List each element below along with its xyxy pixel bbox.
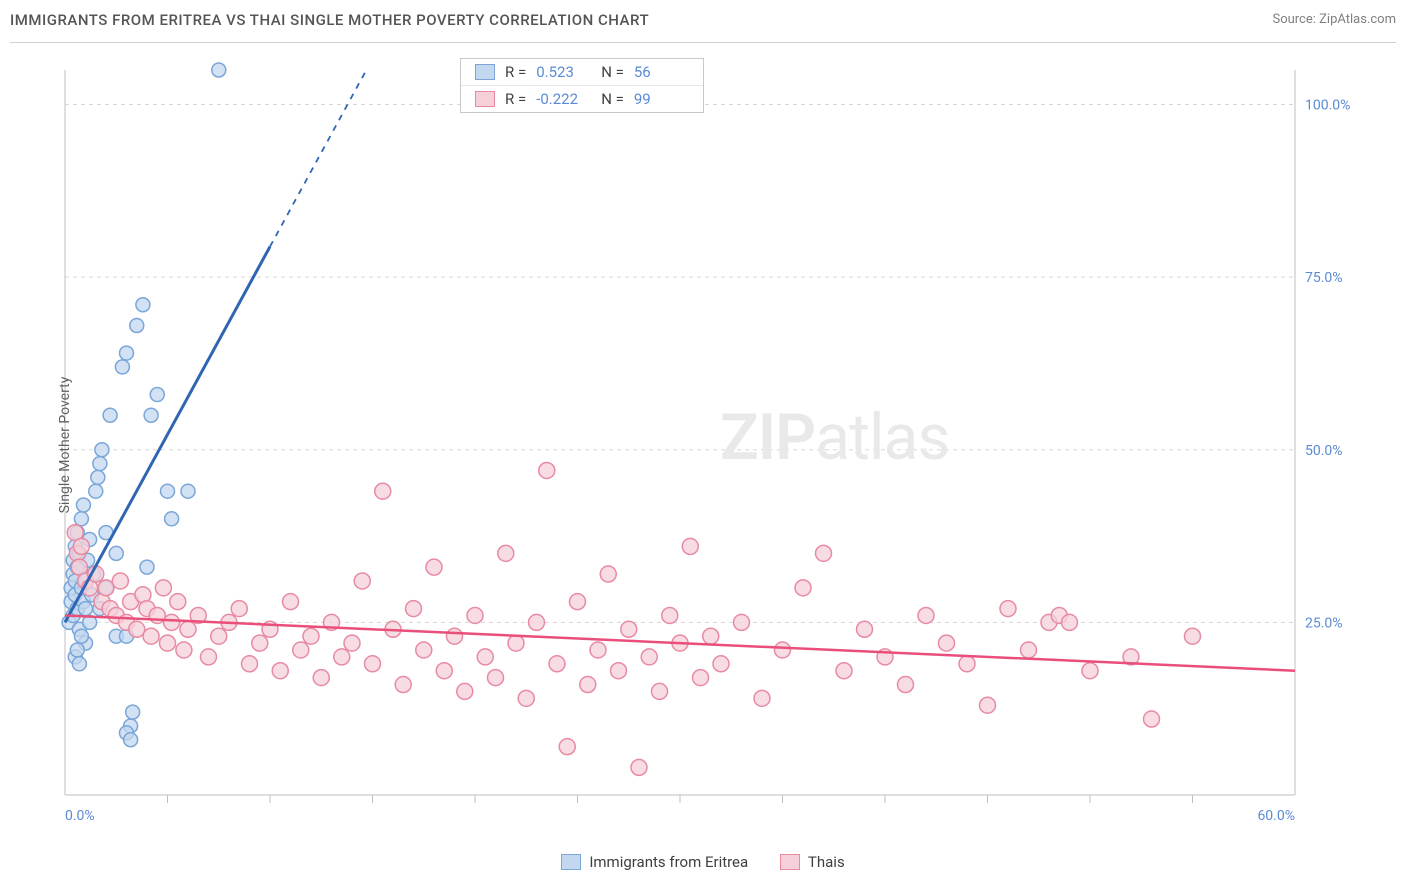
swatch-icon (561, 854, 581, 870)
n-label: N = (601, 63, 624, 81)
n-value: 99 (634, 90, 689, 108)
series-legend: Immigrants from Eritrea Thais (0, 853, 1406, 874)
legend-item: Thais (780, 853, 845, 871)
swatch-icon (780, 854, 800, 870)
svg-text:50.0%: 50.0% (1305, 443, 1343, 459)
y-axis-label: Single Mother Poverty (57, 377, 73, 514)
svg-text:75.0%: 75.0% (1305, 270, 1343, 286)
r-label: R = (505, 63, 526, 81)
legend-label: Thais (808, 853, 845, 871)
legend-row-series-b: R = -0.222 N = 99 (461, 85, 703, 112)
n-value: 56 (634, 63, 689, 81)
legend-label: Immigrants from Eritrea (589, 853, 748, 871)
title-bar: IMMIGRANTS FROM ERITREA VS THAI SINGLE M… (10, 10, 1396, 43)
r-value: -0.222 (536, 90, 591, 108)
svg-text:0.0%: 0.0% (65, 808, 95, 824)
legend-item: Immigrants from Eritrea (561, 853, 748, 871)
source-attribution: Source: ZipAtlas.com (1272, 12, 1396, 27)
correlation-legend: R = 0.523 N = 56 R = -0.222 N = 99 (460, 58, 704, 113)
n-label: N = (601, 90, 624, 108)
svg-text:100.0%: 100.0% (1305, 98, 1350, 114)
swatch-icon (475, 91, 495, 107)
r-label: R = (505, 90, 526, 108)
scatter-chart: 25.0% 50.0% 75.0% 100.0% 0.0% 60.0% (55, 60, 1365, 830)
chart-title: IMMIGRANTS FROM ERITREA VS THAI SINGLE M… (10, 11, 649, 29)
svg-text:60.0%: 60.0% (1257, 808, 1295, 824)
r-value: 0.523 (536, 63, 591, 81)
svg-text:25.0%: 25.0% (1305, 615, 1343, 631)
plot-area: Single Mother Poverty 25.0% 50.0% 75.0% 100… (55, 60, 1365, 830)
swatch-icon (475, 64, 495, 80)
legend-row-series-a: R = 0.523 N = 56 (461, 59, 703, 85)
